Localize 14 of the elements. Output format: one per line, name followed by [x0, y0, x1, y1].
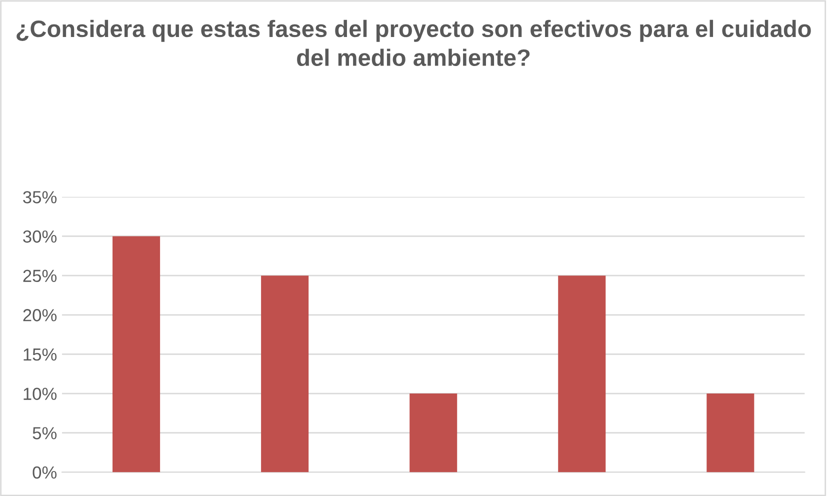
- bar: [112, 236, 160, 472]
- y-tick-label: 35%: [23, 191, 57, 204]
- y-tick-label: 30%: [23, 230, 57, 243]
- bar: [558, 276, 606, 472]
- chart-title: ¿Considera que estas fases del proyecto son efectivos para el cuidado del medio ambiente?: [16, 20, 811, 66]
- y-tick-label: 10%: [24, 388, 57, 400]
- bar: [706, 394, 754, 472]
- y-tick-label: 15%: [24, 348, 57, 361]
- y-tick-label: 20%: [23, 309, 57, 322]
- bar: [410, 394, 458, 472]
- y-tick-label: 25%: [23, 270, 57, 282]
- y-tick-label: 0%: [32, 466, 57, 479]
- bar: [261, 276, 309, 472]
- y-tick-label: 5%: [32, 427, 57, 440]
